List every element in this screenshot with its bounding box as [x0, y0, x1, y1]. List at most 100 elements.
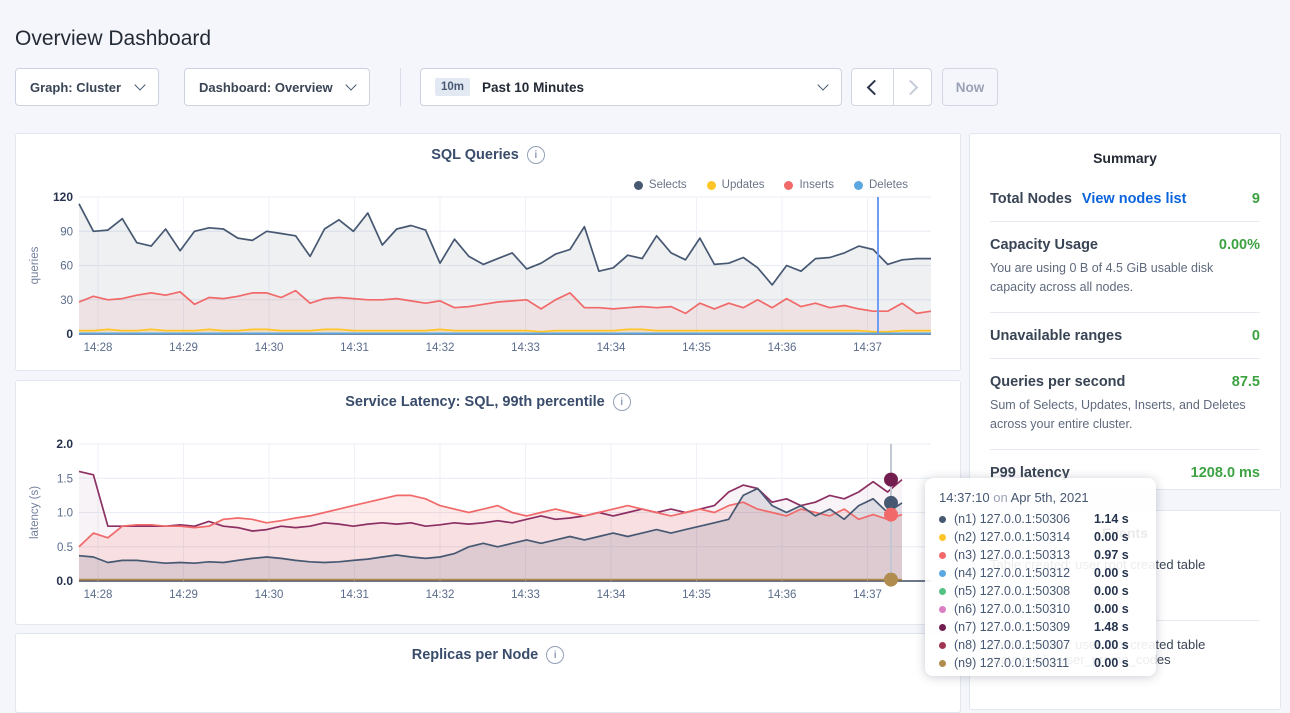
node-dot-icon — [939, 642, 946, 649]
replicas-chart-title: Replicas per Node — [412, 647, 539, 663]
node-address: (n9) 127.0.0.1:50311 — [954, 656, 1094, 670]
time-range-dropdown[interactable]: 10m Past 10 Minutes — [420, 68, 842, 106]
capacity-label: Capacity Usage — [990, 237, 1098, 253]
node-latency-value: 1.14 s — [1094, 512, 1129, 526]
svg-text:0: 0 — [66, 327, 73, 341]
svg-text:2.0: 2.0 — [56, 437, 73, 451]
node-dot-icon — [939, 570, 946, 577]
svg-text:0.5: 0.5 — [57, 542, 73, 554]
node-dot-icon — [939, 534, 946, 541]
node-address: (n8) 127.0.0.1:50307 — [954, 638, 1094, 652]
service-latency-card: Service Latency: SQL, 99th percentile 14… — [15, 380, 961, 625]
svg-text:14:36: 14:36 — [768, 342, 797, 354]
controls-bar: Graph: Cluster Dashboard: Overview 10m P… — [15, 67, 998, 107]
node-dot-icon — [939, 624, 946, 631]
tooltip-node-row: (n8) 127.0.0.1:503070.00 s — [939, 636, 1142, 654]
chart-hover-tooltip: 14:37:10 on Apr 5th, 2021 (n1) 127.0.0.1… — [925, 478, 1156, 676]
next-time-button[interactable] — [893, 69, 931, 105]
svg-text:120: 120 — [53, 190, 73, 204]
node-latency-value: 0.00 s — [1094, 656, 1129, 670]
summary-title: Summary — [970, 134, 1280, 176]
tooltip-node-row: (n3) 127.0.0.1:503130.97 s — [939, 546, 1142, 564]
total-nodes-value: 9 — [1252, 191, 1260, 207]
tooltip-node-row: (n4) 127.0.0.1:503120.00 s — [939, 564, 1142, 582]
service-latency-chart[interactable]: 14:2814:2914:3014:3114:3214:3314:3414:35… — [16, 381, 960, 624]
time-range-label: Past 10 Minutes — [482, 80, 584, 95]
node-dot-icon — [939, 588, 946, 595]
tooltip-node-row: (n9) 127.0.0.1:503110.00 s — [939, 654, 1142, 672]
svg-text:14:31: 14:31 — [340, 589, 369, 601]
node-latency-value: 0.00 s — [1094, 602, 1129, 616]
svg-text:latency (s): latency (s) — [29, 486, 41, 539]
svg-text:14:35: 14:35 — [682, 589, 711, 601]
node-latency-value: 0.00 s — [1094, 566, 1129, 580]
svg-text:14:34: 14:34 — [597, 342, 626, 354]
summary-row-unavailable-ranges: Unavailable ranges 0 — [990, 313, 1260, 359]
tooltip-node-row: (n5) 127.0.0.1:503080.00 s — [939, 582, 1142, 600]
svg-text:14:30: 14:30 — [255, 342, 284, 354]
node-address: (n7) 127.0.0.1:50309 — [954, 620, 1094, 634]
time-nav-group — [851, 68, 932, 106]
p99-value: 1208.0 ms — [1191, 465, 1260, 481]
tooltip-node-row: (n1) 127.0.0.1:503061.14 s — [939, 510, 1142, 528]
node-latency-value: 0.00 s — [1094, 584, 1129, 598]
dashboard-dropdown[interactable]: Dashboard: Overview — [184, 68, 370, 106]
node-address: (n5) 127.0.0.1:50308 — [954, 584, 1094, 598]
controls-divider — [400, 68, 401, 106]
svg-text:queries: queries — [29, 246, 41, 284]
svg-text:14:28: 14:28 — [84, 342, 113, 354]
svg-text:14:36: 14:36 — [768, 589, 797, 601]
svg-text:14:34: 14:34 — [597, 589, 626, 601]
total-nodes-label: Total Nodes — [990, 191, 1072, 207]
dashboard-dropdown-label: Dashboard: Overview — [199, 80, 333, 95]
prev-time-button[interactable] — [852, 69, 893, 105]
svg-text:90: 90 — [60, 226, 73, 238]
chevron-down-icon — [134, 79, 145, 90]
svg-text:14:35: 14:35 — [682, 342, 711, 354]
unavailable-ranges-value: 0 — [1252, 328, 1260, 344]
svg-text:14:33: 14:33 — [511, 342, 540, 354]
node-dot-icon — [939, 660, 946, 667]
graph-dropdown-label: Graph: Cluster — [30, 80, 121, 95]
replicas-chart-header: Replicas per Node — [16, 646, 960, 664]
capacity-description: You are using 0 B of 4.5 GiB usable disk… — [990, 259, 1260, 298]
svg-text:14:32: 14:32 — [426, 342, 455, 354]
node-address: (n6) 127.0.0.1:50310 — [954, 602, 1094, 616]
svg-text:1.0: 1.0 — [57, 508, 73, 520]
tooltip-node-row: (n2) 127.0.0.1:503140.00 s — [939, 528, 1142, 546]
svg-text:14:32: 14:32 — [426, 589, 455, 601]
node-dot-icon — [939, 606, 946, 613]
node-address: (n1) 127.0.0.1:50306 — [954, 512, 1094, 526]
node-latency-value: 0.00 s — [1094, 530, 1129, 544]
replicas-per-node-card: Replicas per Node — [15, 633, 961, 713]
info-icon[interactable] — [546, 646, 564, 664]
time-range-badge: 10m — [435, 78, 470, 96]
qps-label: Queries per second — [990, 374, 1125, 390]
svg-text:14:33: 14:33 — [511, 589, 540, 601]
svg-text:14:37: 14:37 — [853, 342, 882, 354]
summary-panel: Summary Total Nodes View nodes list 9 Ca… — [969, 133, 1281, 490]
view-nodes-list-link[interactable]: View nodes list — [1082, 191, 1187, 207]
now-button[interactable]: Now — [942, 68, 998, 106]
node-dot-icon — [939, 516, 946, 523]
svg-text:0.0: 0.0 — [56, 574, 73, 588]
graph-dropdown[interactable]: Graph: Cluster — [15, 68, 159, 106]
node-dot-icon — [939, 552, 946, 559]
node-latency-value: 1.48 s — [1094, 620, 1129, 634]
tooltip-node-row: (n7) 127.0.0.1:503091.48 s — [939, 618, 1142, 636]
capacity-value: 0.00% — [1219, 237, 1260, 253]
svg-text:14:28: 14:28 — [84, 589, 113, 601]
svg-text:60: 60 — [60, 261, 73, 273]
node-address: (n2) 127.0.0.1:50314 — [954, 530, 1094, 544]
sql-queries-chart[interactable]: 14:2814:2914:3014:3114:3214:3314:3414:35… — [16, 134, 960, 370]
unavailable-ranges-label: Unavailable ranges — [990, 328, 1122, 344]
svg-text:14:31: 14:31 — [340, 342, 369, 354]
summary-row-qps: Queries per second 87.5 Sum of Selects, … — [990, 359, 1260, 450]
tooltip-timestamp: 14:37:10 on Apr 5th, 2021 — [939, 490, 1142, 505]
qps-description: Sum of Selects, Updates, Inserts, and De… — [990, 396, 1260, 435]
node-latency-value: 0.97 s — [1094, 548, 1129, 562]
node-latency-value: 0.00 s — [1094, 638, 1129, 652]
svg-text:14:37: 14:37 — [853, 589, 882, 601]
chevron-down-icon — [817, 79, 828, 90]
chevron-down-icon — [345, 79, 356, 90]
